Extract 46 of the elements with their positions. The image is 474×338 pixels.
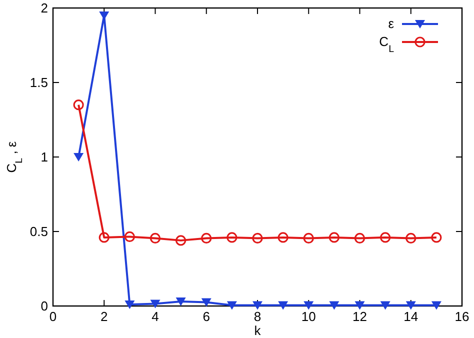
point xyxy=(124,300,135,310)
legend-label: C$_{L}$ xyxy=(379,34,395,54)
point xyxy=(124,231,135,242)
point xyxy=(328,232,340,243)
point xyxy=(150,232,161,244)
legend-label: ε xyxy=(388,16,394,31)
point xyxy=(150,300,160,308)
point xyxy=(278,232,288,243)
point xyxy=(98,232,110,243)
x-tick-label: 2 xyxy=(100,309,108,324)
y-tick-label: 0.5 xyxy=(30,224,48,239)
point xyxy=(252,232,263,244)
point xyxy=(226,232,238,243)
y-tick-label: 2 xyxy=(40,0,48,16)
point xyxy=(406,232,416,244)
point xyxy=(431,232,442,243)
x-tick-label: 10 xyxy=(301,309,316,324)
x-tick-label: 6 xyxy=(202,309,210,324)
x-tick-label: 14 xyxy=(404,309,418,324)
y-tick-label: 1 xyxy=(40,150,48,164)
x-tick-label: 12 xyxy=(352,309,367,324)
point xyxy=(278,301,288,310)
point xyxy=(380,301,390,310)
point xyxy=(99,11,110,20)
point xyxy=(354,232,366,244)
point xyxy=(201,232,212,244)
point xyxy=(73,100,84,110)
x-tick-label: 8 xyxy=(254,309,262,324)
point xyxy=(201,298,212,307)
point xyxy=(406,301,416,310)
x-tick-label: 16 xyxy=(454,309,470,324)
point xyxy=(252,301,262,310)
y-tick-label: 0 xyxy=(40,298,48,314)
point xyxy=(74,153,84,162)
point xyxy=(329,301,340,310)
point xyxy=(176,298,186,306)
point xyxy=(303,232,314,244)
x-tick-label: 4 xyxy=(152,309,159,324)
point xyxy=(226,301,237,310)
point xyxy=(431,301,442,310)
y-tick-label: 1.5 xyxy=(30,75,48,90)
x-axis-title: k xyxy=(254,323,262,338)
point xyxy=(380,232,391,243)
point xyxy=(354,301,365,310)
point xyxy=(304,301,314,310)
point xyxy=(176,235,186,246)
